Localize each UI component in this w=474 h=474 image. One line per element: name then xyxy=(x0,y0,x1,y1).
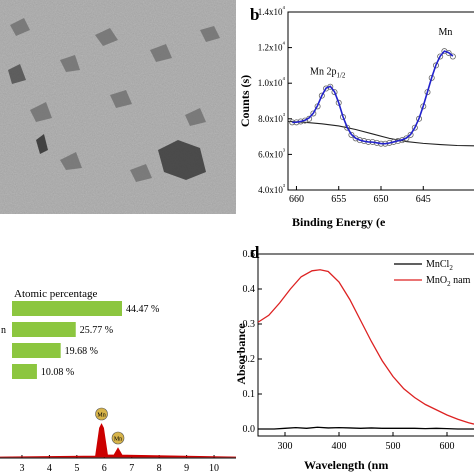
eds-x-tick-label: 3 xyxy=(19,463,24,474)
xps-data-point xyxy=(344,124,351,131)
eds-bar-value-label: 19.68 % xyxy=(65,346,98,357)
uv-vis-y-tick-label: 0.4 xyxy=(243,284,256,295)
eds-bar xyxy=(12,301,122,316)
uv-vis-y-axis-title: Absorbance xyxy=(236,323,248,385)
eds-peak-label: Mn xyxy=(114,437,122,443)
uv-vis-mncl2-line xyxy=(258,426,474,430)
tem-micrograph xyxy=(0,0,236,214)
uv-vis-panel: d 0.0 0.1 0.2 0.3 0.4 0.5 300 400 500 600 Waveleng… xyxy=(236,236,474,474)
eds-bar xyxy=(12,364,37,379)
xps-fit-line xyxy=(292,50,454,145)
eds-bar-element-label: n xyxy=(1,325,6,336)
eds-peak-marker xyxy=(111,431,125,445)
xps-data-point xyxy=(318,92,325,99)
xps-panel: b 4.0x10³ 6.0x10³ 8.0x10³ 1.0x10⁴ 1.2x10⁴ 1.4… xyxy=(236,0,474,236)
eds-x-tick-label: 9 xyxy=(184,463,189,474)
eds-bar xyxy=(12,343,61,358)
xps-x-tick-label: 645 xyxy=(416,194,431,205)
eds-x-tick-label: 7 xyxy=(129,463,134,474)
uv-vis-mno2-line xyxy=(257,269,474,425)
eds-panel: Atomic percentage 44.47 % 25.77 % n 19.68 % 1… xyxy=(0,236,236,474)
xps-data-point xyxy=(407,131,414,138)
uv-vis-y-tick-label: 0.3 xyxy=(243,319,256,330)
eds-bar-value-label: 25.77 % xyxy=(80,325,113,336)
eds-x-tick-label: 5 xyxy=(74,463,79,474)
xps-peak-annotation: Mn xyxy=(438,27,452,38)
xps-x-tick-label: 660 xyxy=(289,194,304,205)
uv-vis-y-tick-label: 0.1 xyxy=(243,389,256,400)
xps-y-tick-label: 1.2x10⁴ xyxy=(258,41,286,53)
eds-bar-value-label: 10.08 % xyxy=(41,367,74,378)
tem-micrograph-image xyxy=(0,0,236,214)
uv-vis-legend-label: MnO2 nam xyxy=(426,275,471,288)
xps-y-tick-label: 6.0x10³ xyxy=(258,147,285,159)
eds-x-tick-label: 10 xyxy=(209,463,219,474)
eds-peak-label: Mn xyxy=(97,413,105,419)
uv-vis-y-tick-label: 0.0 xyxy=(243,424,256,435)
panel-label-b: b xyxy=(250,5,259,24)
eds-bar xyxy=(12,322,76,337)
xps-x-tick-label: 650 xyxy=(374,194,389,205)
xps-axes-frame xyxy=(287,11,474,191)
eds-x-tick-label: 8 xyxy=(157,463,162,474)
eds-x-tick-label: 6 xyxy=(102,463,107,474)
xps-y-tick-label: 4.0x10³ xyxy=(258,183,285,195)
xps-x-axis-title: Binding Energy (e xyxy=(292,215,386,229)
uv-vis-axes-frame xyxy=(257,253,474,437)
uv-vis-x-tick-label: 400 xyxy=(332,441,347,452)
xps-peak-annotation: Mn 2p1/2 xyxy=(310,66,346,79)
xps-data-point xyxy=(331,89,338,96)
xps-data-point xyxy=(449,53,456,60)
xps-background-line xyxy=(287,120,474,147)
eds-x-tick-label: 4 xyxy=(47,463,52,474)
xps-y-tick-label: 1.0x10⁴ xyxy=(258,76,286,88)
uv-vis-legend-label: MnCl2 xyxy=(426,259,453,272)
uv-vis-chart: d 0.0 0.1 0.2 0.3 0.4 0.5 300 400 500 600 Waveleng… xyxy=(236,243,474,472)
xps-data-point xyxy=(432,62,439,69)
eds-chart: Atomic percentage 44.47 % 25.77 % n 19.68 % 1… xyxy=(0,288,236,474)
uv-vis-y-tick-label: 0.5 xyxy=(243,249,256,260)
xps-y-tick-label: 1.4x10⁴ xyxy=(258,5,286,17)
xps-data-point xyxy=(437,53,444,60)
uv-vis-x-tick-label: 300 xyxy=(278,441,293,452)
xps-data-point xyxy=(445,49,452,56)
uv-vis-x-axis-title: Wavelength (nm xyxy=(304,458,388,472)
eds-bar-value-label: 44.47 % xyxy=(126,304,159,315)
eds-peak-marker xyxy=(95,407,108,421)
uv-vis-y-tick-label: 0.2 xyxy=(243,354,256,365)
xps-chart: b 4.0x10³ 6.0x10³ 8.0x10³ 1.0x10⁴ 1.2x10⁴ 1.4… xyxy=(238,5,474,229)
xps-data-point xyxy=(310,110,317,117)
eds-inset-title: Atomic percentage xyxy=(14,288,97,300)
xps-y-tick-label: 8.0x10³ xyxy=(258,112,285,124)
xps-data-point xyxy=(348,131,355,138)
eds-spectrum xyxy=(0,423,236,458)
xps-data-point xyxy=(411,124,418,131)
uv-vis-x-tick-label: 500 xyxy=(386,441,401,452)
xps-y-axis-title: Counts (s) xyxy=(238,75,252,127)
panel-label-d: d xyxy=(250,243,260,262)
uv-vis-x-tick-label: 600 xyxy=(440,441,455,452)
xps-x-tick-label: 655 xyxy=(331,194,346,205)
